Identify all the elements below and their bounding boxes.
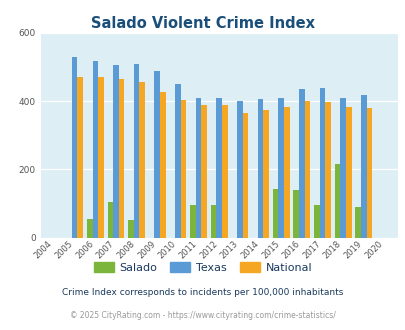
Bar [175, 84, 180, 238]
Bar [272, 189, 278, 238]
Bar [216, 98, 222, 238]
Bar [324, 102, 330, 238]
Bar [237, 101, 242, 238]
Bar [293, 190, 298, 238]
Bar [210, 205, 216, 238]
Bar [77, 77, 83, 238]
Bar [222, 105, 227, 238]
Bar [263, 110, 268, 238]
Bar [160, 92, 165, 238]
Bar [339, 98, 345, 238]
Bar [345, 107, 351, 238]
Bar [360, 95, 366, 238]
Legend: Salado, Texas, National: Salado, Texas, National [89, 258, 316, 278]
Bar [92, 61, 98, 238]
Bar [366, 108, 371, 238]
Bar [304, 101, 309, 238]
Bar [107, 202, 113, 238]
Bar [98, 77, 103, 238]
Bar [278, 98, 283, 238]
Bar [87, 219, 92, 238]
Bar [319, 88, 324, 238]
Bar [190, 205, 195, 238]
Bar [334, 164, 339, 238]
Bar [139, 82, 145, 238]
Text: Crime Index corresponds to incidents per 100,000 inhabitants: Crime Index corresponds to incidents per… [62, 287, 343, 297]
Text: © 2025 CityRating.com - https://www.cityrating.com/crime-statistics/: © 2025 CityRating.com - https://www.city… [70, 311, 335, 320]
Bar [354, 207, 360, 238]
Bar [283, 107, 289, 238]
Bar [113, 65, 119, 238]
Bar [154, 71, 160, 238]
Text: Salado Violent Crime Index: Salado Violent Crime Index [91, 16, 314, 31]
Bar [201, 105, 207, 238]
Bar [134, 64, 139, 238]
Bar [128, 220, 134, 238]
Bar [257, 99, 263, 238]
Bar [313, 205, 319, 238]
Bar [195, 98, 201, 238]
Bar [72, 57, 77, 238]
Bar [298, 89, 304, 238]
Bar [242, 113, 247, 238]
Bar [180, 100, 186, 238]
Bar [119, 79, 124, 238]
